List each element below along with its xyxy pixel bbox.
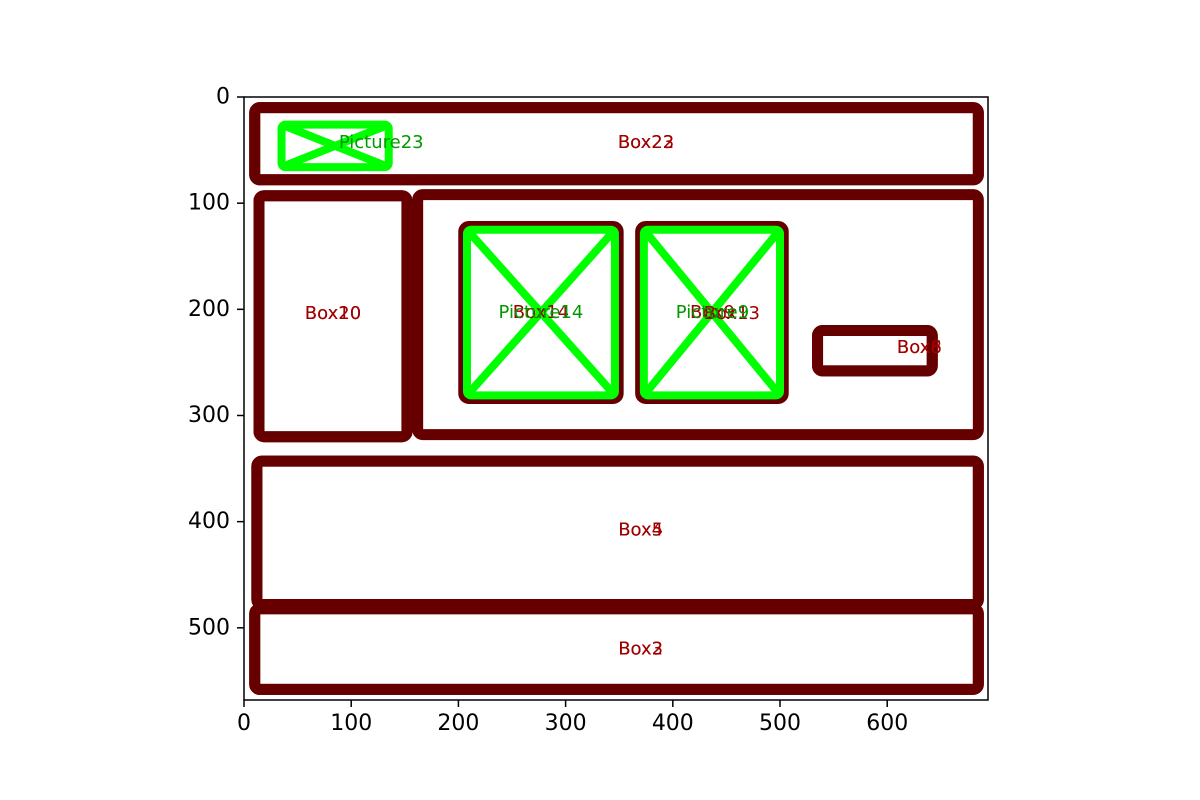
picture-picture14-placeholder	[462, 225, 619, 400]
plot-frame	[243, 96, 989, 701]
box-label-box9: Box9	[690, 302, 735, 323]
box-label-box10: Box10	[305, 303, 361, 324]
x-tick-label: 300	[545, 711, 587, 736]
y-tick-label: 200	[188, 297, 230, 322]
x-tick-label: 400	[652, 711, 694, 736]
picture-label-picture14: Picture14	[499, 302, 584, 323]
box-box3-outline	[249, 603, 984, 695]
picture-picture14-diagonal-b	[464, 227, 618, 398]
picture-label-picture9: Picture9	[676, 302, 749, 323]
x-tick-label: 600	[866, 711, 908, 736]
axes: 0 100 200 300 400 500 600 0 100 200 300 400 500	[188, 85, 989, 736]
box-label-box23: Box23	[618, 132, 674, 153]
picture-picture14-frame	[462, 225, 619, 400]
box-label-box20: Box20	[305, 303, 361, 324]
box-box23-outline	[249, 102, 984, 186]
picture-label-picture23: Picture23	[339, 132, 424, 153]
box-label-box2: Box2	[618, 639, 663, 660]
box-label-box14: Box14	[513, 302, 569, 323]
box-label-box3: Box3	[618, 639, 663, 660]
y-tick-label: 0	[216, 85, 230, 110]
x-tick-label: 500	[759, 711, 801, 736]
box-label-box13: Box13	[704, 303, 760, 324]
x-tick-label: 200	[437, 711, 479, 736]
y-tick-label: 100	[188, 191, 230, 216]
box-box10-outline	[253, 190, 413, 443]
picture-picture9-placeholder	[639, 225, 785, 400]
picture-picture23-placeholder	[277, 120, 393, 172]
diagram-elements	[249, 102, 984, 695]
picture-picture9-diagonal-b	[640, 227, 784, 398]
box-box13-outline	[412, 189, 984, 441]
box-label-box6: Box6	[897, 337, 942, 358]
y-tick-label: 500	[188, 615, 230, 640]
y-tick-label: 400	[188, 509, 230, 534]
picture-picture23-frame	[277, 120, 393, 172]
box-box2-outline	[249, 603, 984, 695]
box-label-box22: Box22	[618, 132, 674, 153]
x-tick-label: 100	[330, 711, 372, 736]
box-label-box5: Box5	[618, 520, 663, 541]
picture-picture9-frame	[639, 225, 785, 400]
box-label-box4: Box4	[618, 520, 663, 541]
y-tick-label: 300	[188, 403, 230, 428]
box-label-box8: Box8	[897, 337, 942, 358]
box-box6-outline	[812, 325, 938, 377]
picture-picture23-diagonal-b	[280, 120, 391, 171]
x-tick-label: 0	[237, 711, 251, 736]
